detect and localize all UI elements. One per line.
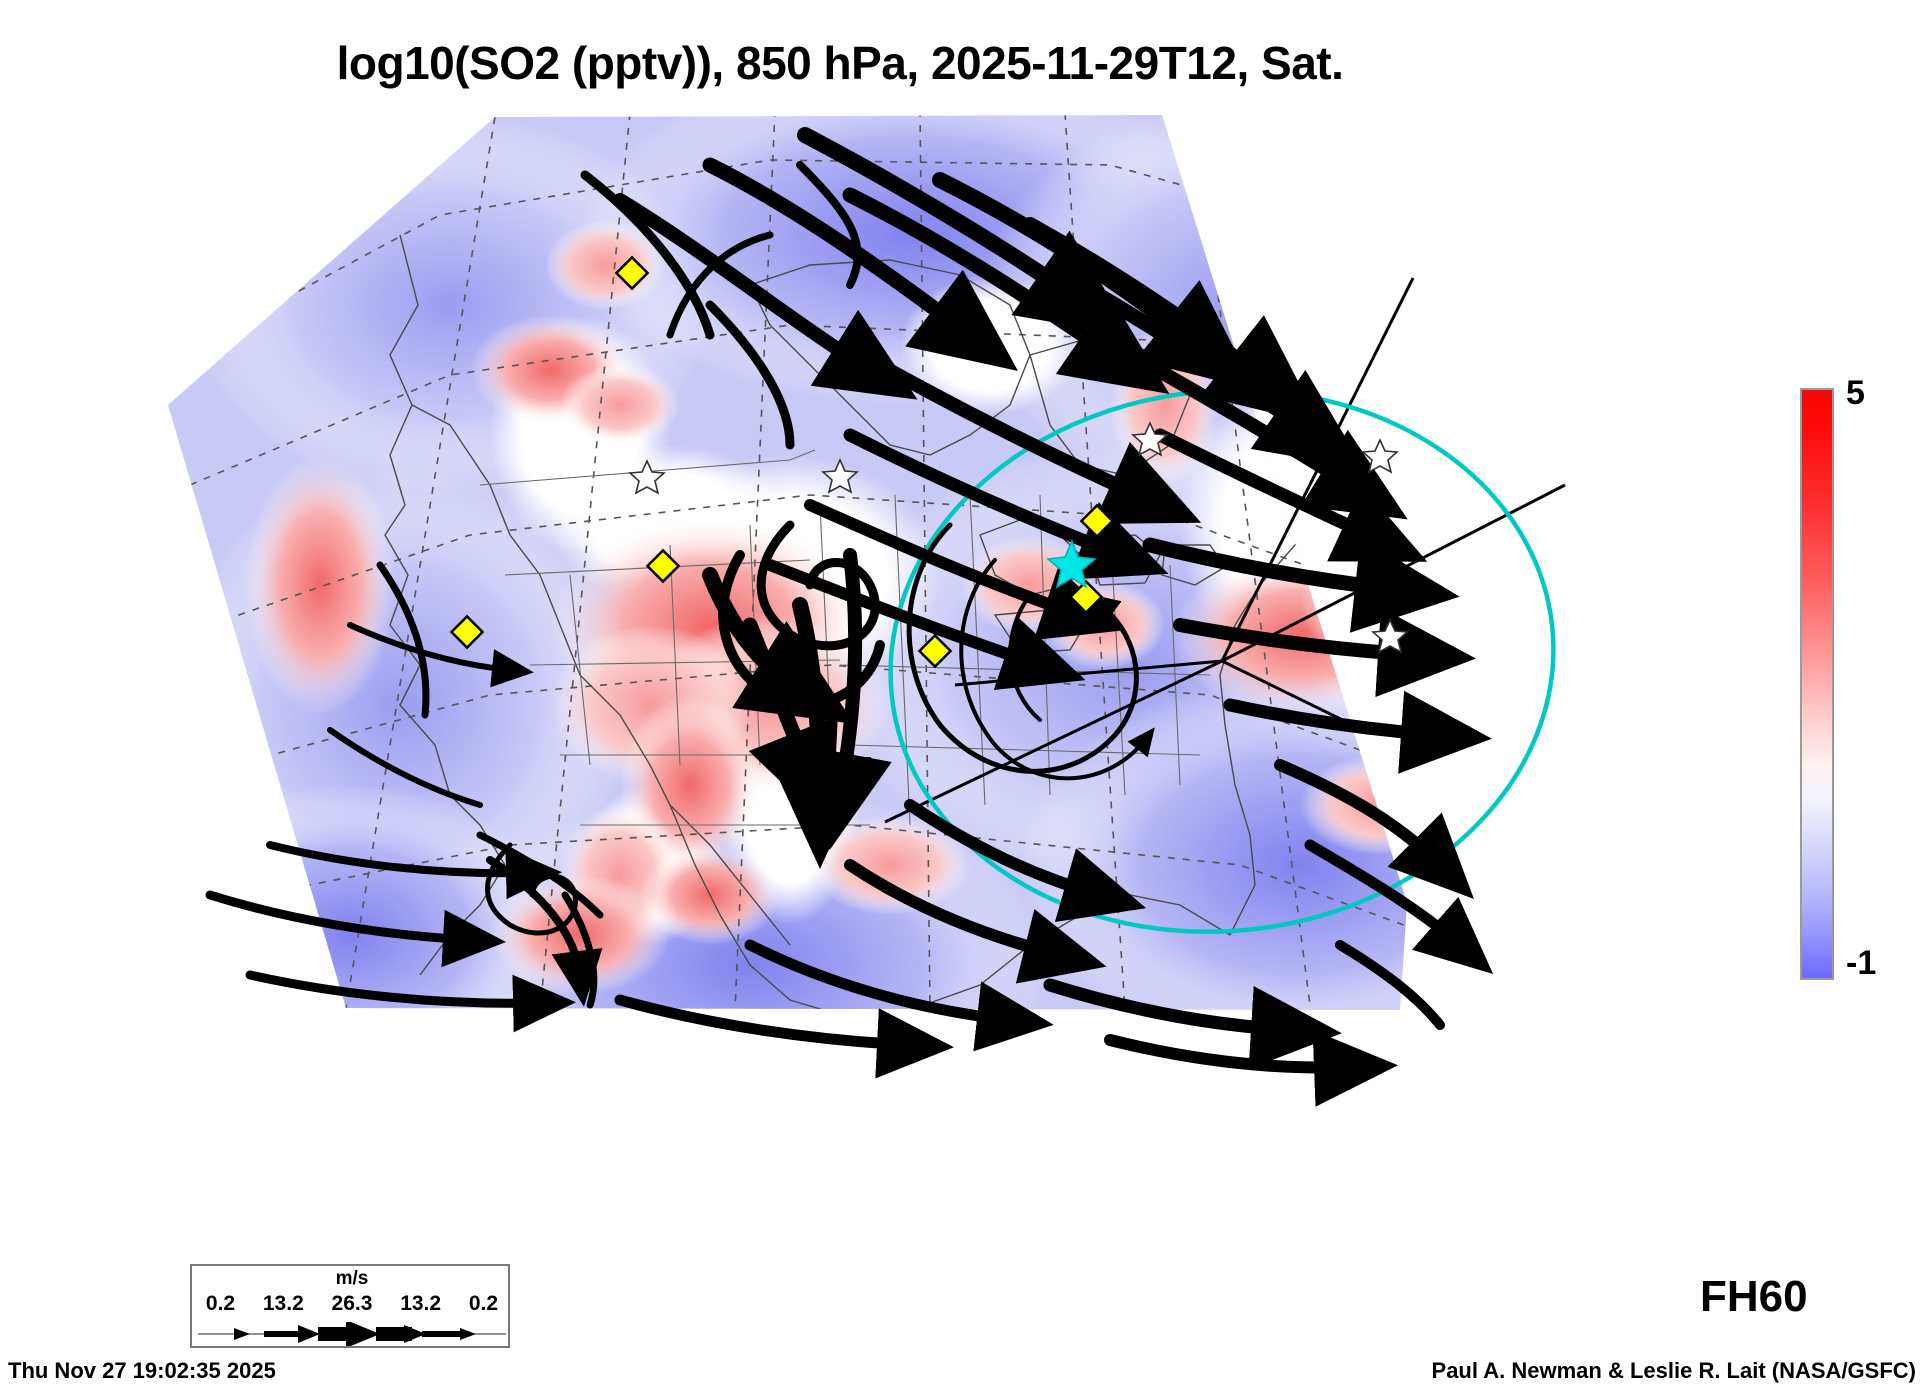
so2-heatmap-map[interactable] xyxy=(150,105,1680,1225)
colorbar-gradient xyxy=(1800,388,1834,980)
wind-value-2: 26.3 xyxy=(331,1292,373,1315)
map-panel[interactable] xyxy=(150,105,1680,1225)
station-marker-2[interactable] xyxy=(645,548,681,584)
author-credit: Paul A. Newman & Leslie R. Lait (NASA/GS… xyxy=(1431,1358,1916,1383)
flight-track-sw xyxy=(884,659,1223,824)
wind-value-3: 13.2 xyxy=(400,1292,442,1315)
station-marker-5[interactable] xyxy=(1079,503,1115,539)
station-markers[interactable] xyxy=(449,255,1115,669)
page-title: log10(SO2 (pptv)), 850 hPa, 2025-11-29T1… xyxy=(336,37,1344,89)
colorbar-max-label: 5 xyxy=(1846,374,1865,412)
wind-arrow-scale-icon xyxy=(198,1322,506,1346)
site-star-markers xyxy=(628,421,1409,654)
station-marker-3[interactable] xyxy=(449,614,485,650)
wind-speed-legend: m/s 0.2 13.2 26.3 13.2 0.2 xyxy=(190,1264,510,1348)
generation-timestamp: Thu Nov 27 19:02:35 2025 xyxy=(8,1358,276,1383)
wind-unit-label: m/s xyxy=(335,1268,369,1289)
station-marker-6[interactable] xyxy=(1068,579,1104,615)
colorbar: 5 -1 xyxy=(1800,374,1926,988)
wind-value-1: 13.2 xyxy=(262,1292,304,1315)
wind-value-0: 0.2 xyxy=(205,1292,236,1315)
aircraft-base-marker[interactable] xyxy=(1046,539,1097,589)
forecast-hour-label: FH60 xyxy=(1700,1272,1808,1321)
wind-value-labels: 0.2 13.2 26.3 13.2 0.2 xyxy=(192,1292,512,1316)
colorbar-min-label: -1 xyxy=(1846,944,1877,982)
station-marker-1[interactable] xyxy=(614,255,650,291)
wind-streamlines xyxy=(205,127,1494,1107)
wind-value-4: 0.2 xyxy=(468,1292,499,1315)
station-marker-4[interactable] xyxy=(917,633,953,669)
